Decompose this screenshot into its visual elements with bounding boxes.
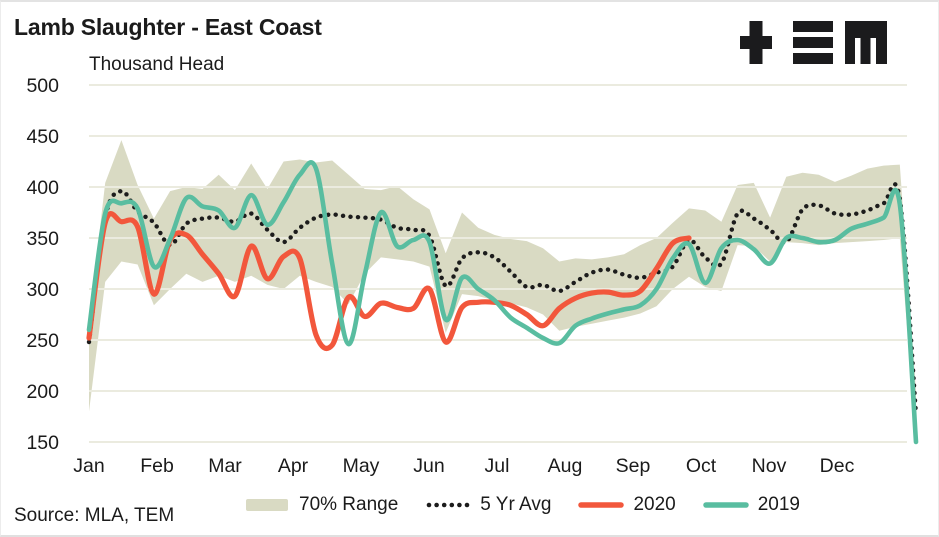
line-2019 xyxy=(86,160,919,445)
legend-item-avg-5yr: 5 Yr Avg xyxy=(425,494,551,516)
dot xyxy=(426,502,432,508)
page-title: Lamb Slaughter - East Coast xyxy=(14,14,322,40)
x-tick-label-feb: Feb xyxy=(140,455,174,477)
x-axis-labels: Jan Feb Mar Apr May Jun Jul Aug Sep Oct Nov Dec xyxy=(73,455,854,477)
x-tick-label-oct: Oct xyxy=(686,455,717,477)
y-tick-label-300: 300 xyxy=(26,279,59,301)
x-tick-label-jul: Jul xyxy=(485,455,510,477)
plus-icon xyxy=(740,21,772,64)
series-lines xyxy=(86,160,919,445)
legend-item-y2019: 2019 xyxy=(702,494,800,516)
x-tick-label-nov: Nov xyxy=(752,455,787,477)
line-2020 xyxy=(86,211,692,352)
legend-swatch-y2020 xyxy=(578,502,625,508)
y-tick-label-400: 400 xyxy=(26,177,59,199)
x-tick-label-jun: Jun xyxy=(413,455,444,477)
legend-swatch-y2019 xyxy=(702,502,749,508)
band-swatch xyxy=(246,499,288,511)
source-text: Source: MLA, TEM xyxy=(14,505,175,526)
m-icon xyxy=(845,21,887,64)
x-tick-label-sep: Sep xyxy=(616,455,651,477)
y-tick-label-450: 450 xyxy=(26,126,59,148)
dot xyxy=(464,502,470,508)
bars-icon xyxy=(793,21,833,64)
legend-swatch-avg-5yr xyxy=(426,502,470,508)
legend-swatch-range-70 xyxy=(246,499,288,511)
dot xyxy=(434,502,440,508)
legend-item-range-70: 70% Range xyxy=(244,494,398,516)
x-tick-label-mar: Mar xyxy=(208,455,242,477)
x-tick-label-aug: Aug xyxy=(548,455,583,477)
x-tick-label-dec: Dec xyxy=(820,455,855,477)
dot xyxy=(442,502,447,508)
y-tick-label-350: 350 xyxy=(26,228,59,250)
tem-logo xyxy=(740,21,887,64)
legend-label: 5 Yr Avg xyxy=(480,494,552,515)
x-tick-label-jan: Jan xyxy=(73,455,104,477)
x-tick-label-apr: Apr xyxy=(278,455,309,477)
y-tick-label-150: 150 xyxy=(26,432,59,454)
chart-canvas: 500 450 400 350 300 250 200 150 Jan Feb Mar Apr May… xyxy=(26,75,919,477)
dot xyxy=(457,502,462,508)
chart-legend: 70% Range 5 Yr Avg 2020 2019 xyxy=(244,494,800,516)
y-tick-label-250: 250 xyxy=(26,330,59,352)
legend-item-y2020: 2020 xyxy=(578,494,676,516)
axis-unit-label: Thousand Head xyxy=(89,54,225,75)
gridlines xyxy=(89,84,907,443)
y-tick-label-500: 500 xyxy=(26,75,59,97)
y-tick-label-200: 200 xyxy=(26,381,59,403)
y-axis-labels: 500 450 400 350 300 250 200 150 xyxy=(26,75,59,454)
dot xyxy=(449,502,455,508)
legend-label: 70% Range xyxy=(299,494,399,515)
legend-label: 2020 xyxy=(633,494,676,515)
x-tick-label-may: May xyxy=(343,455,380,477)
legend-label: 2019 xyxy=(757,494,800,515)
